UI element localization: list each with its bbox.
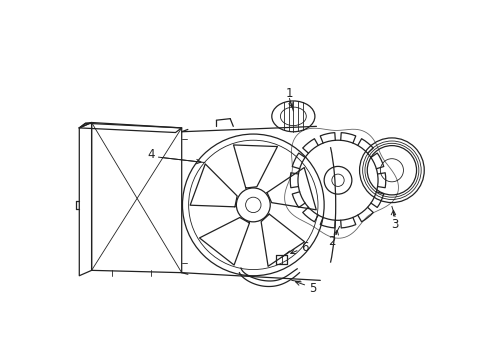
Text: 2: 2 [327, 235, 335, 248]
Text: 3: 3 [390, 218, 398, 231]
Text: 4: 4 [147, 148, 154, 161]
Text: 6: 6 [301, 241, 308, 254]
Text: 1: 1 [285, 87, 293, 100]
Text: 5: 5 [308, 282, 316, 294]
